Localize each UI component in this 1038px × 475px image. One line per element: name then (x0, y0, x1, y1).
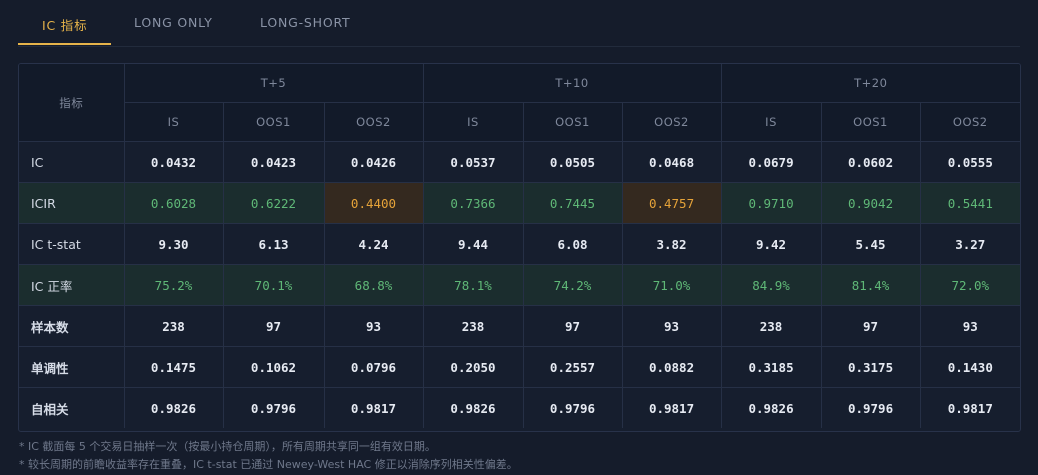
horizon-header-t20: T+20 (721, 64, 1020, 103)
table-cell: 0.0537 (423, 141, 524, 183)
footnote: * 较长周期的前瞻收益率存在重叠，IC t-stat 已通过 Newey-Wes… (19, 458, 518, 471)
row-label: 自相关 (19, 387, 125, 428)
sample-header: OOS2 (324, 102, 424, 142)
table-cell: 0.0796 (324, 346, 424, 388)
footnotes: * IC 截面每 5 个交易日抽样一次（按最小持仓周期），所有周期共享同一组有效… (19, 438, 518, 474)
table-cell: 78.1% (423, 264, 524, 306)
table-cell: 0.2050 (423, 346, 524, 388)
table-cell: 0.0426 (324, 141, 424, 183)
table-row: IC 正率 75.2% 70.1% 68.8% 78.1% 74.2% 71.0… (19, 264, 1020, 306)
table-cell: 0.3185 (721, 346, 822, 388)
footnote: * IC 截面每 5 个交易日抽样一次（按最小持仓周期），所有周期共享同一组有效… (19, 440, 436, 453)
table-cell: 0.5441 (920, 182, 1020, 224)
table-cell: 0.9817 (622, 387, 722, 428)
table-cell: 68.8% (324, 264, 424, 306)
table-cell: 0.9817 (947, 400, 993, 416)
table-row: 自相关 0.9826 0.9796 0.9817 0.9826 0.9796 0… (19, 387, 1020, 428)
table-cell: 0.0505 (523, 141, 623, 183)
table-cell: 0.9796 (223, 387, 325, 428)
table-row: 样本数 238 97 93 238 97 93 238 97 93 (19, 305, 1020, 347)
table-cell: 6.13 (223, 223, 325, 265)
table-cell: 4.24 (324, 223, 424, 265)
table-cell-warning: 0.4757 (622, 182, 722, 224)
row-label: 样本数 (19, 305, 125, 347)
table-cell: 0.1430 (920, 346, 1020, 388)
table-cell: 0.3175 (821, 346, 921, 388)
table-cell: 0.0679 (721, 141, 822, 183)
table-cell: 0.9826 (721, 387, 822, 428)
table-cell: 0.7366 (423, 182, 524, 224)
sample-header: OOS1 (821, 102, 921, 142)
tab-long-short[interactable]: LONG-SHORT (260, 15, 351, 30)
table-cell: 93 (324, 305, 424, 347)
table-cell: 74.2% (523, 264, 623, 306)
table-cell: 70.1% (223, 264, 325, 306)
sample-header: OOS1 (523, 102, 623, 142)
table-cell: 0.0468 (622, 141, 722, 183)
table-cell: 5.45 (821, 223, 921, 265)
ic-metrics-table: 指标 T+5 T+10 T+20 IS OOS1 OOS2 IS OOS1 OO… (18, 63, 1021, 432)
table-cell: 0.1062 (223, 346, 325, 388)
table-cell: 0.9796 (523, 387, 623, 428)
sample-header: IS (423, 102, 524, 142)
table-cell: 93 (920, 305, 1020, 347)
table-cell: 9.30 (124, 223, 224, 265)
table-row: 单调性 0.1475 0.1062 0.0796 0.2050 0.2557 0… (19, 346, 1020, 388)
table-cell: 0.6028 (124, 182, 224, 224)
table-cell: 0.0555 (920, 141, 1020, 183)
tab-long-only[interactable]: LONG ONLY (134, 15, 213, 30)
sample-header: OOS2 (920, 102, 1020, 142)
sample-header: IS (721, 102, 822, 142)
table-cell: 0.9710 (721, 182, 822, 224)
table-cell: 238 (721, 305, 822, 347)
row-label: ICIR (19, 182, 125, 224)
metric-tabs: IC 指标 LONG ONLY LONG-SHORT (18, 0, 1020, 47)
table-cell: 97 (223, 305, 325, 347)
table-row: IC t-stat 9.30 6.13 4.24 9.44 6.08 3.82 … (19, 223, 1020, 265)
table-cell: 0.9796 (821, 387, 921, 428)
active-tab-indicator (18, 43, 111, 45)
table-cell: 0.9826 (423, 387, 524, 428)
sample-header: OOS1 (223, 102, 325, 142)
table-cell: 9.44 (423, 223, 524, 265)
table-cell: 81.4% (821, 264, 921, 306)
sample-header: OOS2 (622, 102, 722, 142)
table-cell: 71.0% (622, 264, 722, 306)
table-cell: 0.9817 (324, 387, 424, 428)
table-cell: 97 (523, 305, 623, 347)
tab-ic-metrics[interactable]: IC 指标 (42, 18, 88, 33)
row-label: IC (19, 141, 125, 183)
table-cell: 0.0423 (223, 141, 325, 183)
horizon-header-t10: T+10 (423, 64, 722, 103)
corner-header: 指标 (19, 64, 125, 142)
table-cell: 0.9826 (124, 387, 224, 428)
table-cell: 97 (821, 305, 921, 347)
table-cell: 238 (423, 305, 524, 347)
row-label: IC 正率 (19, 264, 125, 306)
table-cell: 0.7445 (523, 182, 623, 224)
table-row: ICIR 0.6028 0.6222 0.4400 0.7366 0.7445 … (19, 182, 1020, 224)
table-cell-warning: 0.4400 (324, 182, 424, 224)
row-label: IC t-stat (19, 223, 125, 265)
table-cell: 0.2557 (523, 346, 623, 388)
table-cell: 238 (124, 305, 224, 347)
table-cell: 72.0% (920, 264, 1020, 306)
table-row: IC 0.0432 0.0423 0.0426 0.0537 0.0505 0.… (19, 141, 1020, 183)
horizon-header-t5: T+5 (124, 64, 424, 103)
row-label: 单调性 (19, 346, 125, 388)
table-cell: 3.82 (622, 223, 722, 265)
table-cell: 93 (622, 305, 722, 347)
table-cell: 9.42 (721, 223, 822, 265)
table-cell: 75.2% (124, 264, 224, 306)
table-cell: 0.1475 (124, 346, 224, 388)
table-cell: 0.0432 (124, 141, 224, 183)
sample-header: IS (124, 102, 224, 142)
table-cell: 6.08 (523, 223, 623, 265)
table-cell: 0.0602 (821, 141, 921, 183)
table-cell: 84.9% (721, 264, 822, 306)
table-cell: 0.0882 (622, 346, 722, 388)
table-cell: 0.6222 (223, 182, 325, 224)
table-cell: 3.27 (920, 223, 1020, 265)
table-cell: 0.9042 (821, 182, 921, 224)
